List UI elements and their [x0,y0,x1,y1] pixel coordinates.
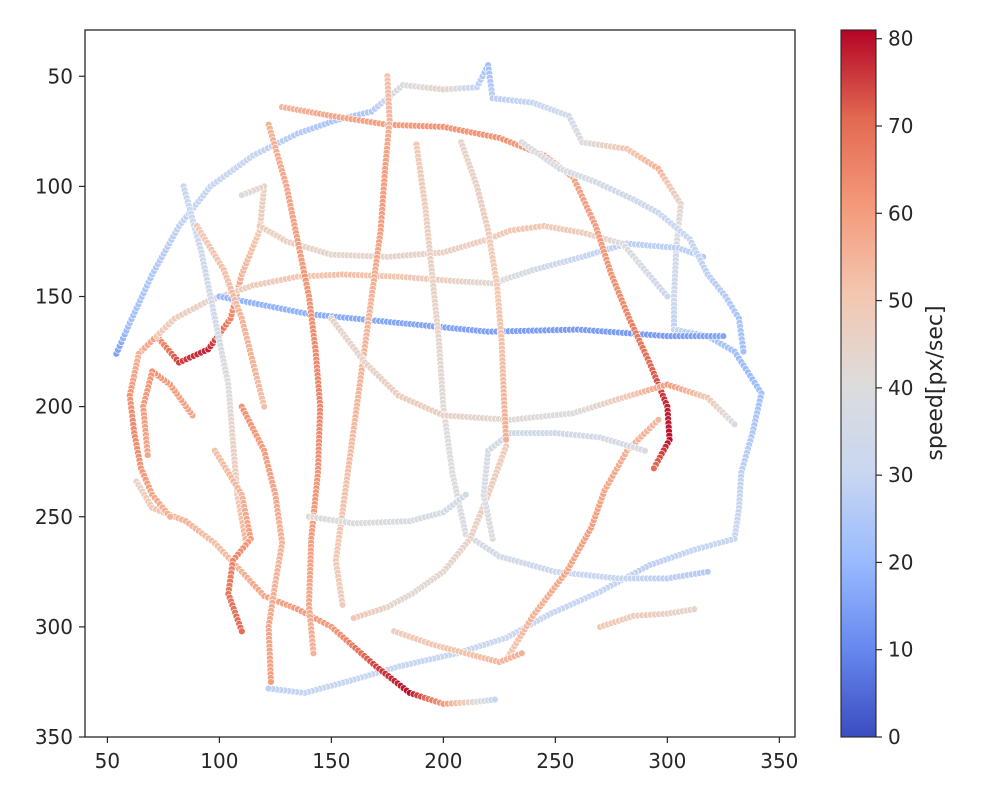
data-point [719,332,728,340]
x-tick-label: 150 [312,749,350,773]
x-axis: 50 100 150 200 250 300 350 [95,737,798,773]
x-tick-label: 250 [536,749,574,773]
data-point [518,649,526,658]
y-tick-label: 300 [35,615,73,639]
y-tick-label: 50 [48,64,73,88]
y-tick-label: 200 [35,395,73,419]
data-point [264,684,273,693]
data-point [144,451,152,459]
colorbar-tick-label: 40 [888,376,913,400]
colorbar-tick-label: 80 [888,27,913,51]
colorbar-ticks: 0 10 20 30 40 50 60 70 80 [876,27,913,749]
colorbar-tick-label: 70 [888,114,913,138]
colorbar [840,29,877,738]
data-point [690,605,698,613]
data-point [260,402,268,411]
data-point [663,292,672,301]
data-point [641,446,649,455]
data-point [650,464,658,472]
x-tick-label: 50 [95,749,120,773]
x-tick-label: 350 [760,749,798,773]
data-point [462,491,470,499]
data-point [338,601,347,609]
data-point [502,435,510,444]
data-point [703,568,712,576]
data-point [654,416,663,424]
data-point [166,513,174,521]
x-tick-label: 300 [648,749,686,773]
colorbar-tick-label: 30 [888,463,913,487]
data-point [350,614,358,622]
colorbar-label: speed[px/sec] [923,305,948,460]
data-point [491,695,499,704]
colorbar-tick-label: 10 [888,638,913,662]
data-point [267,678,275,686]
colorbar-tick-label: 50 [888,289,913,313]
data-point [309,649,318,658]
y-tick-label: 150 [35,285,73,309]
points-layer [112,61,766,708]
x-tick-label: 100 [200,749,238,773]
colorbar-tick-label: 60 [888,201,913,225]
data-point [238,627,246,635]
y-axis: 50 100 150 200 250 300 350 [35,64,85,749]
data-point [730,420,739,428]
colorbar-tick-label: 20 [888,550,913,574]
x-tick-label: 200 [424,749,462,773]
colorbar-tick-label: 0 [888,725,901,749]
data-point [238,191,246,199]
y-tick-label: 100 [35,174,73,198]
y-tick-label: 350 [35,725,73,749]
y-tick-label: 250 [35,505,73,529]
data-point [739,347,748,356]
